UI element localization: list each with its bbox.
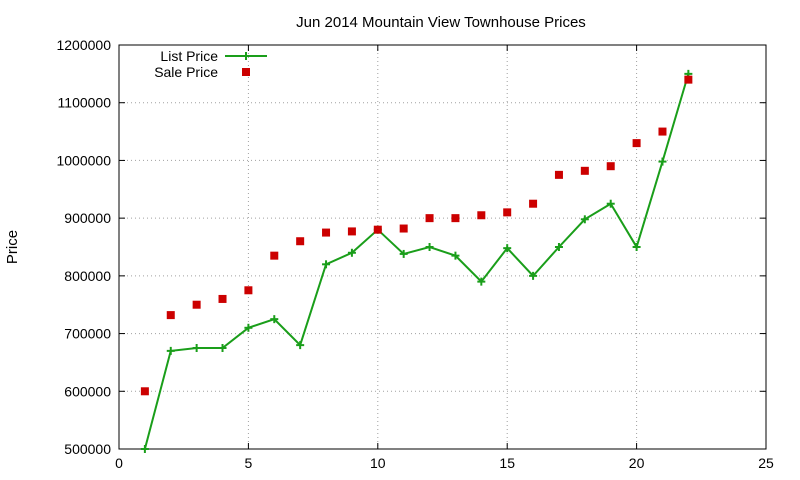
data-point [580,215,589,224]
series-list-price [140,69,693,453]
data-point [140,445,149,453]
data-point [503,208,512,217]
x-tick-label: 0 [115,455,123,471]
grid [119,45,766,449]
data-point [244,286,253,295]
data-point [322,228,331,237]
data-point [503,244,512,253]
legend-entry: Sale Price [154,64,250,80]
data-point [684,75,693,84]
x-tick-label: 10 [370,455,386,471]
data-point [632,243,641,251]
data-point [425,214,434,223]
series-line [143,73,690,450]
data-point [296,341,305,350]
y-tick-label: 1200000 [56,37,111,53]
data-point [606,199,615,208]
y-tick-label: 800000 [64,268,111,284]
data-point [554,170,563,179]
y-tick-label: 1100000 [58,95,112,111]
data-point [140,387,149,396]
data-point [451,251,460,260]
data-point [347,248,356,257]
data-point [347,227,356,236]
data-point [529,271,538,280]
legend-entry: List Price [160,48,267,64]
data-point [399,224,408,233]
data-point [244,323,253,332]
data-point [529,199,538,208]
data-point [192,344,201,352]
data-point [554,243,563,251]
data-point [270,315,279,324]
x-tick-label: 15 [499,455,515,471]
data-point [166,311,175,320]
y-tick-label: 700000 [64,326,111,342]
y-tick-label: 500000 [64,441,111,457]
data-point [606,162,615,171]
legend-label: Sale Price [154,64,218,80]
x-tick-label: 20 [629,455,645,471]
y-axis-title: Price [4,230,21,264]
data-point [373,225,382,234]
data-point [192,300,201,309]
data-point [632,139,641,148]
chart-title: Jun 2014 Mountain View Townhouse Prices [296,14,586,31]
legend-label: List Price [160,48,218,64]
axes: 0 5 10 15 20 25 500000 600000 700000 800000 900000… [56,37,774,471]
data-point [166,346,175,355]
data-point [580,166,589,175]
data-point [477,211,486,220]
data-point [270,251,279,260]
plot-border [118,44,767,450]
data-point [322,260,331,269]
series-sale-price [140,75,693,396]
data-point [296,237,305,246]
x-tick-label: 25 [758,455,774,471]
y-tick-label: 900000 [64,210,111,226]
data-point [399,249,408,258]
legend-marker [242,68,250,76]
y-tick-label: 600000 [64,383,111,399]
data-point [425,243,434,251]
data-point [658,127,667,136]
x-tick-label: 5 [245,455,253,471]
data-point [218,344,227,352]
data-point [658,157,667,166]
y-tick-label: 1000000 [56,152,111,168]
legend-marker [242,52,250,60]
data-point [218,294,227,303]
data-point [477,277,486,286]
data-point [451,214,460,223]
series [140,69,693,453]
